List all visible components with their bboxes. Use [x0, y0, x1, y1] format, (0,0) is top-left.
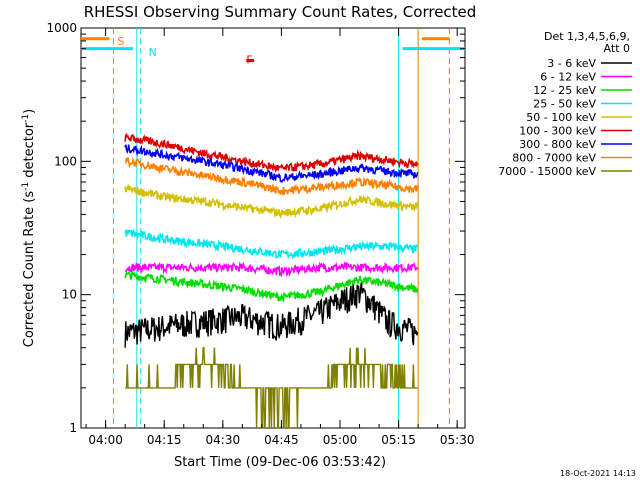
x-tick-label: 04:45 — [264, 433, 299, 447]
legend-label: 7000 - 15000 keV — [498, 165, 596, 178]
legend-label: 800 - 7000 keV — [512, 152, 596, 165]
y-axis-label: Corrected Count Rate (s-1 detector-1) — [21, 109, 37, 347]
legend-label: 25 - 50 keV — [533, 98, 596, 111]
series-line — [124, 282, 419, 348]
series-line — [124, 183, 419, 220]
y-tick-label: 1 — [69, 421, 77, 435]
annotation-label: S — [117, 35, 124, 48]
axis-ticks: 04:00 04:15 04:30 04:45 05:00 05:15 05:30 1 10 10… — [46, 21, 474, 447]
series-line — [124, 132, 419, 174]
y-axis-label-end: ) — [22, 109, 37, 114]
x-tick-label: 04:30 — [206, 433, 241, 447]
chart-title: RHESSI Observing Summary Count Rates, Co… — [84, 3, 477, 21]
y-axis-label-mid: detector — [22, 122, 37, 182]
series-line — [124, 228, 418, 260]
series-line — [125, 347, 418, 429]
x-axis-label: Start Time (09-Dec-06 03:53:42) — [174, 455, 386, 470]
legend-header-1: Det 1,3,4,5,6,9, — [544, 30, 630, 43]
series-line — [124, 260, 419, 278]
plot-frame — [80, 27, 466, 429]
legend-label: 300 - 800 keV — [519, 138, 596, 151]
y-tick-label: 100 — [54, 154, 77, 168]
annotation-label: N — [149, 46, 157, 59]
legend-label: 6 - 12 keV — [540, 71, 596, 84]
y-tick-label: 10 — [62, 288, 77, 302]
x-tick-label: 04:15 — [147, 433, 182, 447]
series-group — [124, 132, 419, 429]
y-tick-label: 1000 — [46, 21, 77, 35]
x-tick-label: 05:30 — [440, 433, 475, 447]
annotation-group: SNF — [81, 35, 465, 67]
y-axis-label-sup1: -1 — [21, 182, 31, 191]
legend-label: 12 - 25 keV — [533, 84, 596, 97]
vertical-markers — [112, 28, 450, 428]
x-tick-label: 05:00 — [323, 433, 358, 447]
x-tick-label: 05:15 — [381, 433, 416, 447]
series-line — [124, 144, 419, 184]
legend-label: 50 - 100 keV — [526, 111, 596, 124]
series-line — [124, 157, 419, 197]
legend-header-2: Att 0 — [604, 42, 630, 55]
legend-label: 3 - 6 keV — [547, 57, 596, 70]
y-axis-label-main: Corrected Count Rate (s — [22, 191, 37, 348]
legend-label: 100 - 300 keV — [519, 125, 596, 138]
series-line — [124, 271, 419, 302]
footer-timestamp: 18-Oct-2021 14:13 — [560, 469, 636, 478]
y-axis-label-sup2: -1 — [21, 114, 31, 123]
x-tick-label: 04:00 — [88, 433, 123, 447]
